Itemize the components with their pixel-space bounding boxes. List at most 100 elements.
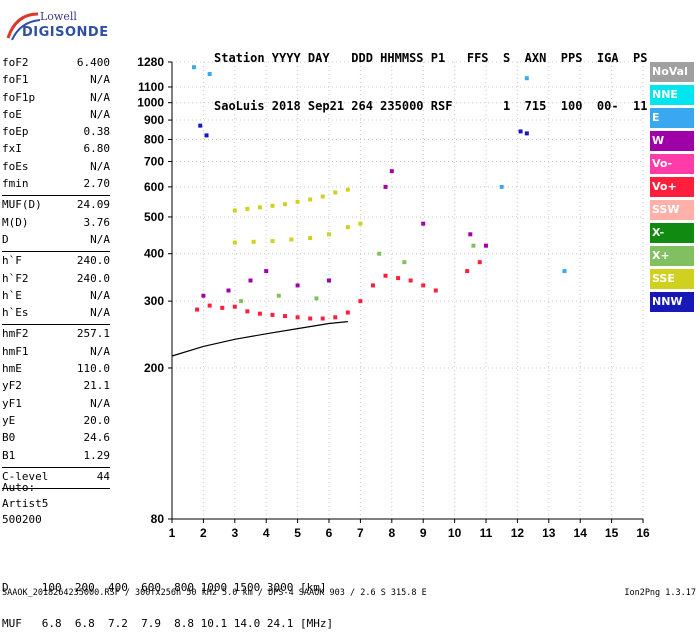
param-name: foEs bbox=[2, 159, 29, 173]
param-separator bbox=[2, 195, 110, 197]
param-value: 240.0 bbox=[76, 271, 110, 285]
y-tick-label: 80 bbox=[151, 512, 165, 526]
param-name: foF2 bbox=[2, 56, 29, 69]
param-value: N/A bbox=[90, 344, 110, 358]
data-point bbox=[408, 278, 413, 283]
y-tick-label: 600 bbox=[144, 180, 164, 194]
chart-legend: NoVal NNE E W Vo- Vo+ SSW X- X+ SSE NNW bbox=[650, 62, 694, 315]
data-point bbox=[421, 283, 426, 288]
data-point bbox=[191, 65, 196, 70]
x-tick-label: 9 bbox=[420, 526, 427, 540]
auto-label: Auto: bbox=[2, 481, 36, 494]
data-point bbox=[327, 278, 331, 283]
data-point bbox=[421, 221, 426, 226]
data-point bbox=[257, 311, 262, 316]
y-tick-label: 700 bbox=[144, 154, 164, 168]
legend-item: NNW bbox=[650, 292, 694, 312]
param-name: MUF(D) bbox=[2, 198, 42, 212]
chart-lines bbox=[171, 321, 348, 357]
data-point bbox=[270, 203, 275, 208]
x-tick-label: 3 bbox=[231, 526, 238, 540]
legend-item: E bbox=[650, 108, 694, 128]
y-tick-label: 900 bbox=[144, 113, 164, 127]
logo-digisonde: DIGISONDE bbox=[22, 25, 109, 40]
param-name: fmin bbox=[2, 177, 29, 191]
legend-item: Vo+ bbox=[650, 177, 694, 197]
x-tick-label: 5 bbox=[294, 526, 301, 540]
param-name: foF1 bbox=[2, 73, 29, 87]
data-point bbox=[295, 283, 300, 288]
data-point bbox=[283, 202, 288, 207]
param-value: 2.70 bbox=[83, 177, 111, 191]
param-row: foEp 0.38 bbox=[2, 125, 110, 142]
data-point bbox=[468, 232, 473, 237]
param-row: hmF1 N/A bbox=[2, 345, 110, 362]
param-value: N/A bbox=[90, 159, 110, 173]
y-tick-label: 400 bbox=[144, 247, 164, 261]
chart-axes bbox=[171, 62, 643, 520]
legend-item: SSE bbox=[650, 269, 694, 289]
ionogram-chart: 1 2 3 4 5 6 7 8 9 10 11 12 13 14 15 1680200300400500600… bbox=[137, 55, 650, 540]
data-point bbox=[370, 283, 375, 288]
param-value: 20.0 bbox=[83, 413, 111, 427]
param-value: 24.6 bbox=[83, 431, 111, 445]
legend-item: NoVal bbox=[650, 62, 694, 82]
param-row: D N/A bbox=[2, 233, 110, 250]
param-separator bbox=[2, 488, 110, 490]
x-tick-label: 16 bbox=[636, 526, 650, 540]
x-tick-label: 4 bbox=[263, 526, 270, 540]
data-point bbox=[433, 288, 438, 293]
data-point bbox=[270, 312, 275, 317]
data-point bbox=[245, 309, 250, 314]
y-tick-label: 200 bbox=[144, 361, 164, 375]
param-name: h`F2 bbox=[2, 271, 29, 285]
param-value: N/A bbox=[90, 306, 110, 320]
muf-table: D 100 200 400 600 800 1000 1500 3000 [km… bbox=[2, 558, 333, 642]
y-tick-label: 1000 bbox=[137, 96, 164, 110]
param-value: N/A bbox=[90, 396, 110, 410]
param-row: B0 24.6 bbox=[2, 431, 110, 448]
param-name: hmE bbox=[2, 362, 22, 376]
data-point bbox=[198, 123, 203, 128]
param-name: yE bbox=[2, 413, 16, 427]
data-point bbox=[195, 307, 200, 312]
data-point bbox=[345, 310, 350, 315]
param-row: foEs N/A bbox=[2, 160, 110, 177]
logo-swoosh-icon bbox=[6, 12, 41, 41]
data-point bbox=[283, 314, 288, 319]
param-row: foF1 N/A bbox=[2, 73, 110, 90]
param-name: yF1 bbox=[2, 396, 22, 410]
chart-grid bbox=[171, 61, 644, 520]
data-point bbox=[383, 273, 388, 278]
data-point bbox=[562, 269, 567, 274]
param-value: 44 bbox=[96, 469, 110, 483]
data-point bbox=[308, 197, 313, 202]
param-value: 21.1 bbox=[83, 379, 111, 393]
x-tick-label: 13 bbox=[542, 526, 556, 540]
data-point bbox=[402, 260, 407, 265]
auto-artist: Artist5 bbox=[2, 497, 49, 510]
data-point bbox=[358, 299, 363, 304]
data-point bbox=[320, 316, 325, 321]
file-info: SAAOK_2018264235000.RSF / 300fx256h 50 k… bbox=[2, 588, 427, 598]
data-point bbox=[232, 304, 237, 309]
param-value: 3.76 bbox=[83, 215, 111, 229]
data-point bbox=[465, 269, 470, 274]
param-row: MUF(D) 24.09 bbox=[2, 198, 110, 215]
trace-line bbox=[171, 321, 348, 357]
param-row: h`Es N/A bbox=[2, 306, 110, 323]
param-name: foE bbox=[2, 107, 22, 121]
x-tick-label: 10 bbox=[448, 526, 462, 540]
param-value: 6.80 bbox=[83, 142, 111, 156]
legend-item: W bbox=[650, 131, 694, 151]
data-point bbox=[499, 184, 504, 189]
x-tick-label: 2 bbox=[200, 526, 207, 540]
param-value: 6.400 bbox=[76, 56, 110, 69]
param-row: hmE 110.0 bbox=[2, 362, 110, 379]
param-name: D bbox=[2, 232, 9, 246]
legend-item: Vo- bbox=[650, 154, 694, 174]
data-point bbox=[383, 184, 388, 189]
param-name: foEp bbox=[2, 125, 29, 139]
param-row: fmin 2.70 bbox=[2, 177, 110, 194]
data-point bbox=[207, 72, 212, 77]
